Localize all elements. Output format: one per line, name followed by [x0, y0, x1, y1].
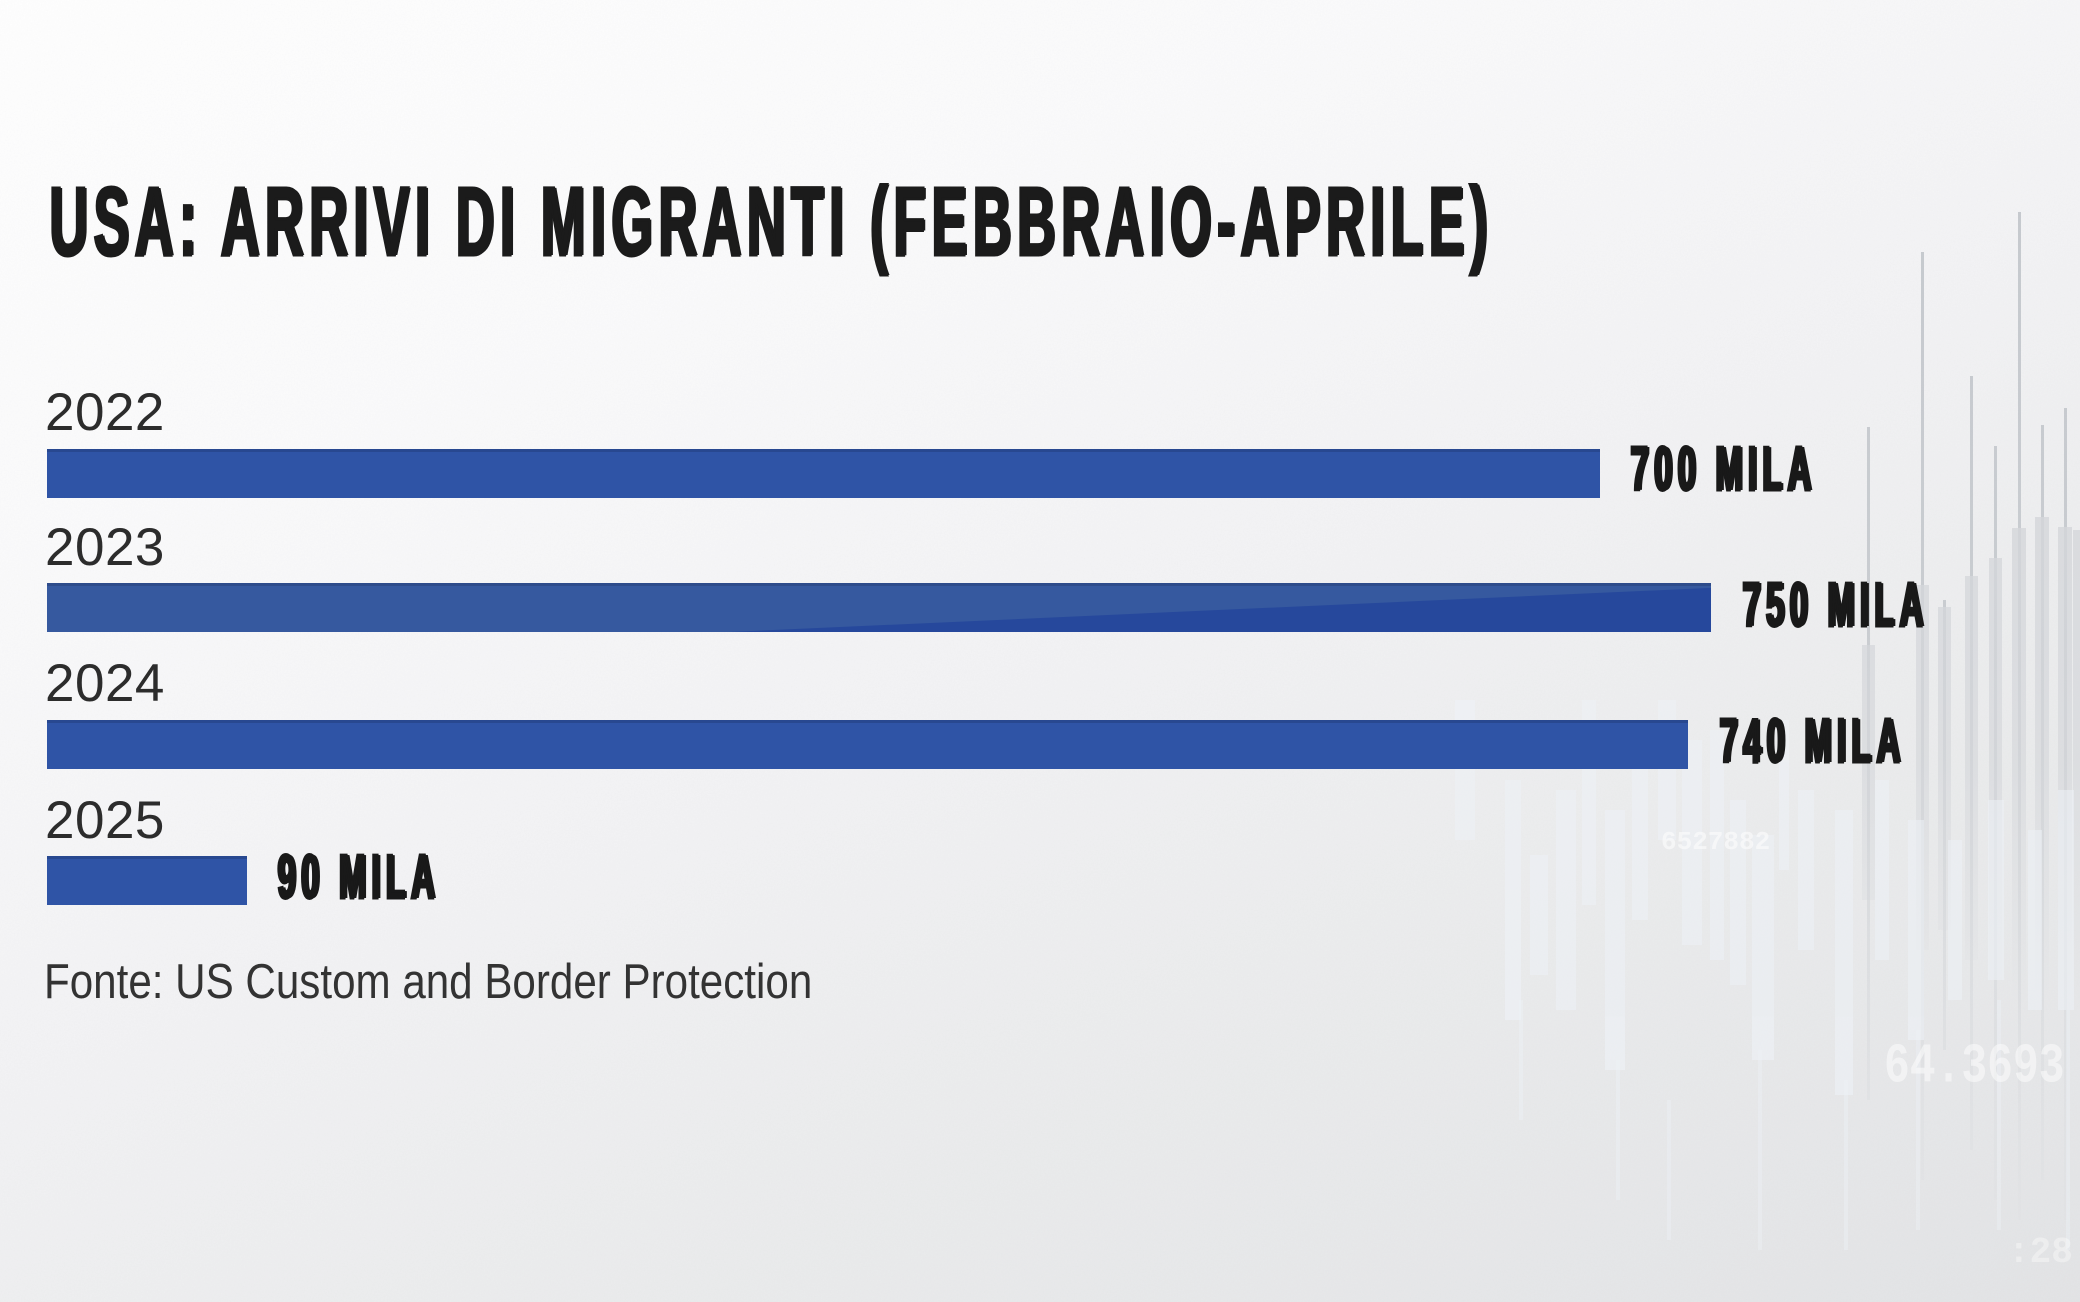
svg-text::28: :28	[2008, 1232, 2073, 1273]
svg-text:64.3693: 64.3693	[1884, 1035, 2065, 1099]
svg-text:6527882: 6527882	[1661, 827, 1770, 857]
